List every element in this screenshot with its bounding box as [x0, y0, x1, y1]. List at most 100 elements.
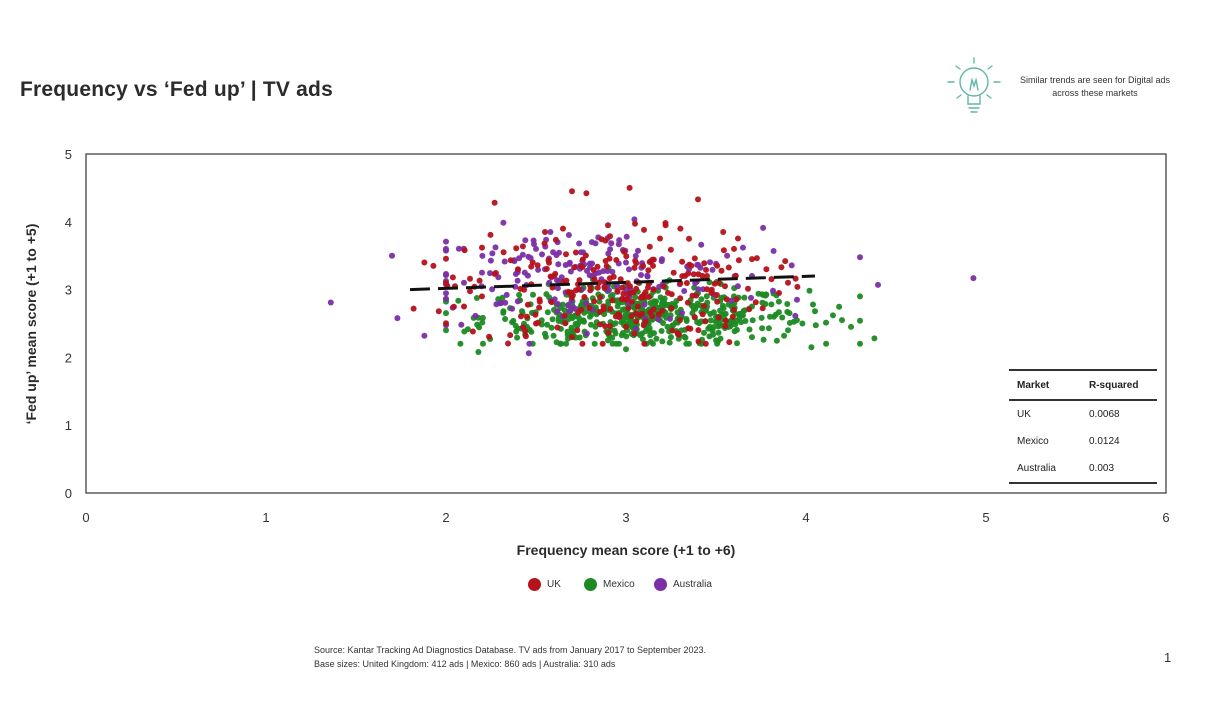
- data-point-australia: [740, 244, 746, 251]
- data-point-uk: [722, 283, 728, 290]
- data-point-uk: [685, 270, 692, 277]
- data-point-mexico: [500, 308, 507, 315]
- data-point-mexico: [689, 302, 696, 309]
- data-point-uk: [479, 293, 485, 300]
- data-point-uk: [735, 257, 742, 264]
- x-tick-label: 2: [442, 510, 449, 525]
- data-point-mexico: [871, 335, 878, 342]
- data-point-mexico: [772, 311, 779, 318]
- data-point-uk: [711, 280, 718, 287]
- data-point-uk: [619, 284, 626, 291]
- data-point-uk: [641, 226, 647, 233]
- data-point-mexico: [609, 292, 616, 298]
- data-point-mexico: [479, 319, 486, 326]
- data-point-uk: [657, 235, 663, 242]
- tip-text: Similar trends are seen for Digital ads …: [1019, 75, 1171, 98]
- data-point-mexico: [614, 303, 621, 310]
- legend-label-uk: UK: [547, 579, 561, 590]
- data-point-mexico: [742, 318, 749, 324]
- data-point-australia: [857, 254, 863, 261]
- data-point-uk: [606, 323, 613, 329]
- legend-item-uk: UK: [528, 578, 561, 591]
- data-point-uk: [529, 259, 536, 266]
- data-point-uk: [695, 338, 702, 345]
- data-point-uk: [554, 324, 561, 331]
- data-point-uk: [596, 309, 603, 315]
- data-point-uk: [620, 290, 627, 297]
- data-point-australia: [632, 252, 639, 259]
- data-point-mexico: [799, 320, 806, 327]
- data-point-mexico: [806, 287, 813, 294]
- data-point-australia: [734, 283, 741, 290]
- data-point-australia: [487, 270, 493, 277]
- data-point-uk: [631, 264, 638, 271]
- data-point-australia: [533, 245, 539, 252]
- data-point-uk: [729, 313, 736, 320]
- data-point-mexico: [779, 314, 786, 321]
- data-point-uk: [735, 235, 741, 242]
- data-point-uk: [792, 275, 799, 282]
- data-point-mexico: [823, 319, 829, 326]
- data-point-uk: [753, 255, 760, 262]
- data-point-uk: [542, 229, 548, 235]
- data-point-mexico: [550, 332, 557, 339]
- data-point-australia: [875, 281, 881, 288]
- table-cell-value: 0.003: [1089, 463, 1115, 474]
- data-point-uk: [649, 313, 655, 320]
- data-point-uk: [515, 266, 521, 273]
- data-point-uk: [679, 258, 686, 265]
- data-point-australia: [489, 250, 496, 257]
- data-point-uk: [726, 339, 733, 346]
- data-point-uk: [587, 287, 594, 294]
- data-point-mexico: [549, 316, 556, 323]
- tip-callout: Similar trends are seen for Digital ads …: [938, 52, 1188, 124]
- data-point-uk: [645, 284, 651, 291]
- data-point-uk: [625, 305, 632, 312]
- data-point-australia: [728, 297, 735, 304]
- data-point-mexico: [715, 329, 722, 336]
- table-header-market: Market: [1017, 379, 1050, 391]
- data-point-australia: [525, 350, 532, 357]
- data-point-australia: [609, 268, 616, 275]
- data-point-australia: [697, 264, 704, 271]
- data-point-mexico: [512, 322, 519, 329]
- data-point-australia: [555, 261, 562, 268]
- data-point-uk: [467, 288, 473, 295]
- data-point-australia: [792, 312, 799, 319]
- data-point-uk: [733, 296, 740, 303]
- data-point-mexico: [733, 317, 740, 324]
- data-point-mexico: [563, 340, 570, 347]
- data-point-australia: [492, 244, 499, 251]
- data-point-australia: [501, 258, 508, 265]
- data-point-uk: [616, 313, 623, 320]
- x-tick-label: 1: [262, 510, 269, 525]
- table-cell-value: 0.0124: [1089, 436, 1120, 447]
- data-point-australia: [681, 288, 688, 294]
- data-point-uk: [628, 313, 635, 320]
- data-point-australia: [576, 240, 583, 247]
- data-point-mexico: [701, 329, 707, 336]
- data-point-mexico: [741, 294, 748, 301]
- data-point-uk: [613, 257, 620, 263]
- data-point-mexico: [784, 301, 791, 307]
- data-point-mexico: [709, 327, 716, 334]
- data-point-mexico: [759, 325, 766, 332]
- data-point-uk: [583, 190, 590, 197]
- data-point-australia: [658, 258, 665, 265]
- data-point-uk: [632, 257, 639, 264]
- data-point-uk: [703, 286, 710, 293]
- data-point-uk: [785, 279, 791, 286]
- data-point-mexico: [510, 317, 517, 324]
- data-point-uk: [581, 294, 588, 300]
- data-point-uk: [435, 308, 442, 315]
- data-point-uk: [536, 304, 543, 311]
- data-point-australia: [626, 266, 632, 273]
- data-point-australia: [472, 312, 479, 319]
- data-point-uk: [731, 306, 737, 313]
- data-point-uk: [574, 327, 581, 334]
- data-point-uk: [778, 264, 785, 271]
- data-point-australia: [500, 219, 507, 226]
- plot-frame: [85, 153, 1167, 494]
- source-line: Source: Kantar Tracking Ad Diagnostics D…: [314, 645, 707, 655]
- data-point-australia: [461, 279, 467, 286]
